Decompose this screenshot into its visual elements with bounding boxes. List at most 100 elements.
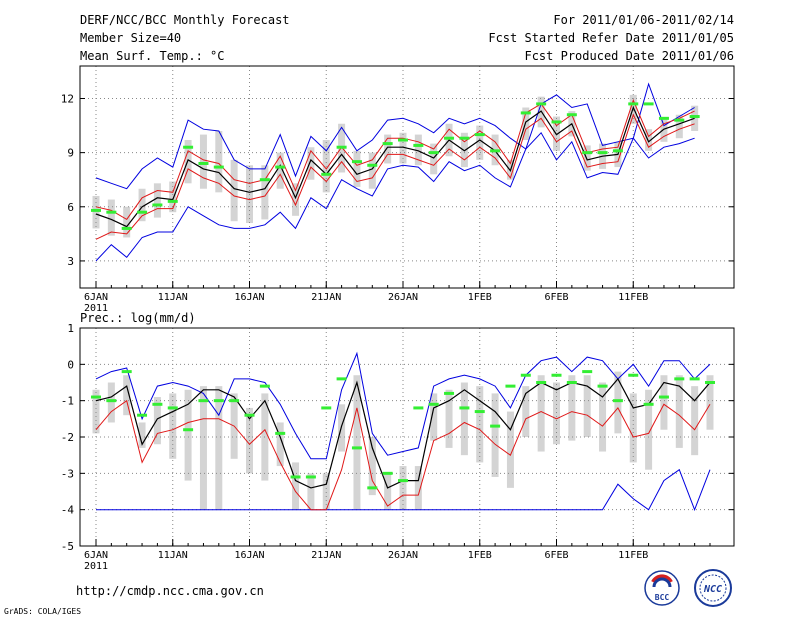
ensemble-box (107, 382, 115, 423)
y-tick-label: 3 (67, 255, 74, 268)
x-tick-label: 26JAN (388, 550, 418, 561)
ensemble-box (276, 152, 284, 189)
ensemble-box (399, 466, 407, 510)
y-tick-label: 12 (61, 92, 74, 105)
series-max-line (95, 82, 695, 190)
ensemble-box (691, 105, 699, 131)
x-tick-label: 21JAN (311, 550, 341, 561)
ensemble-box (292, 183, 300, 216)
x-tick-label: 16JAN (234, 550, 264, 561)
plot-frame (79, 65, 735, 289)
series-lower-line (95, 113, 695, 240)
x-tick-label: 1FEB (468, 550, 492, 561)
ensemble-box (169, 181, 177, 213)
y-tick-label: 9 (67, 147, 74, 160)
y-tick-label: 0 (67, 358, 74, 371)
produced-date: Fcst Produced Date 2011/01/06 (524, 49, 734, 63)
ensemble-box (629, 393, 637, 463)
ensemble-box (553, 382, 560, 445)
x-tick-label: 21JAN (311, 292, 341, 303)
ensemble-box (215, 130, 223, 193)
series-lower-line (95, 399, 711, 511)
x-tick-label: 6JAN (84, 550, 108, 561)
ensemble-box (645, 389, 653, 470)
ensemble-box (307, 147, 315, 180)
ensemble-box (675, 375, 683, 448)
ensemble-box (138, 188, 146, 222)
bcc-logo-text: BCC (655, 593, 670, 602)
ensemble-box (675, 114, 683, 139)
y-tick-label: -1 (61, 395, 74, 408)
x-tick-label: 16JAN (234, 292, 264, 303)
series-mean-line (95, 105, 695, 228)
x-tick-label: 11JAN (158, 292, 188, 303)
ensemble-box (199, 386, 207, 510)
x-tick-label: 6FEB (544, 292, 568, 303)
ensemble-box (353, 375, 361, 510)
x-tick-label: 6JAN (84, 292, 108, 303)
ensemble-box (660, 118, 668, 142)
ensemble-box (92, 389, 100, 434)
x-year-label: 2011 (84, 303, 108, 314)
ensemble-box (261, 165, 269, 220)
ncc-logo-text: NCC (703, 584, 722, 595)
variable-label: Mean Surf. Temp.: °C (80, 49, 225, 63)
ensemble-box (384, 134, 392, 164)
bcc-logo: BCC (644, 570, 680, 606)
ensemble-box (307, 473, 315, 510)
ensemble-box (583, 145, 591, 171)
ensemble-box (414, 134, 422, 166)
ensemble-box (691, 386, 699, 456)
ensemble-box (230, 159, 238, 222)
ensemble-box (430, 143, 438, 175)
ncc-logo: NCC (694, 569, 732, 607)
ensemble-box (506, 411, 514, 488)
source-url: http://cmdp.ncc.cma.gov.cn (76, 584, 264, 598)
ensemble-box (153, 397, 161, 445)
ensemble-box (460, 382, 468, 456)
ensemble-box (645, 129, 653, 151)
ensemble-box (276, 422, 284, 467)
ensemble-box (599, 382, 607, 452)
ensemble-box (460, 132, 468, 168)
member-size: Member Size=40 (80, 31, 181, 45)
ensemble-box (123, 375, 131, 416)
ensemble-box (537, 375, 545, 452)
y-tick-label: 6 (67, 201, 74, 214)
ensemble-box (169, 393, 177, 459)
ensemble-box (123, 206, 131, 238)
ensemble-box (368, 437, 376, 496)
x-tick-label: 26JAN (388, 292, 418, 303)
forecast-period: For 2011/01/06-2011/02/14 (553, 13, 734, 27)
ensemble-box (322, 473, 330, 510)
series-min-line (95, 131, 695, 262)
ensemble-box (706, 375, 714, 430)
ensemble-box (583, 375, 591, 437)
ensemble-box (614, 371, 622, 434)
series-max-line (95, 351, 711, 460)
x-tick-label: 11FEB (618, 550, 648, 561)
ensemble-box (199, 134, 207, 189)
ensemble-box (92, 195, 100, 229)
grads-credit: GrADS: COLA/IGES (4, 607, 81, 616)
y-tick-label: -2 (61, 431, 74, 444)
ensemble-box (184, 140, 192, 184)
ensemble-box (368, 152, 376, 189)
ensemble-box (107, 199, 115, 236)
y-tick-label: -4 (61, 504, 75, 517)
ensemble-box (153, 183, 161, 218)
x-tick-label: 11FEB (618, 292, 648, 303)
ensemble-box (430, 393, 438, 441)
precip-title: Prec.: log(mm/d) (80, 311, 196, 325)
x-year-label: 2011 (84, 561, 108, 572)
ensemble-box (660, 375, 668, 430)
chart-title: DERF/NCC/BCC Monthly Forecast (80, 13, 290, 27)
ensemble-box (292, 462, 300, 510)
ensemble-box (414, 466, 422, 510)
ensemble-box (215, 386, 223, 510)
ensemble-box (445, 389, 453, 448)
x-tick-label: 1FEB (468, 292, 492, 303)
ensemble-box (522, 386, 530, 437)
